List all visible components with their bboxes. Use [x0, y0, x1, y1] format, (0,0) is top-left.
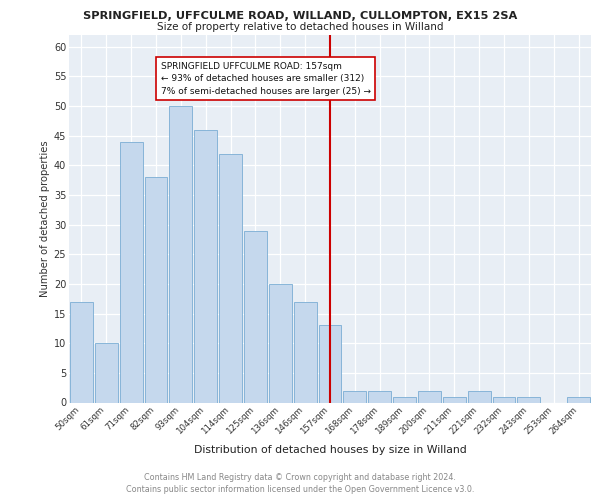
Bar: [468, 390, 491, 402]
Bar: [343, 390, 366, 402]
Text: Contains HM Land Registry data © Crown copyright and database right 2024.
Contai: Contains HM Land Registry data © Crown c…: [126, 472, 474, 494]
Text: SPRINGFIELD, UFFCULME ROAD, WILLAND, CULLOMPTON, EX15 2SA: SPRINGFIELD, UFFCULME ROAD, WILLAND, CUL…: [83, 11, 517, 21]
Bar: [70, 302, 93, 402]
Bar: [294, 302, 317, 402]
Bar: [393, 396, 416, 402]
Bar: [169, 106, 192, 403]
Bar: [244, 230, 267, 402]
Bar: [145, 178, 167, 402]
Bar: [120, 142, 143, 402]
X-axis label: Distribution of detached houses by size in Willand: Distribution of detached houses by size …: [194, 444, 466, 454]
Bar: [219, 154, 242, 402]
Bar: [493, 396, 515, 402]
Bar: [319, 326, 341, 402]
Bar: [567, 396, 590, 402]
Text: SPRINGFIELD UFFCULME ROAD: 157sqm
← 93% of detached houses are smaller (312)
7% : SPRINGFIELD UFFCULME ROAD: 157sqm ← 93% …: [161, 62, 371, 96]
Bar: [517, 396, 540, 402]
Bar: [368, 390, 391, 402]
Text: Size of property relative to detached houses in Willand: Size of property relative to detached ho…: [157, 22, 443, 32]
Bar: [95, 343, 118, 402]
Bar: [443, 396, 466, 402]
Bar: [194, 130, 217, 402]
Bar: [418, 390, 441, 402]
Bar: [269, 284, 292, 403]
Y-axis label: Number of detached properties: Number of detached properties: [40, 140, 50, 297]
